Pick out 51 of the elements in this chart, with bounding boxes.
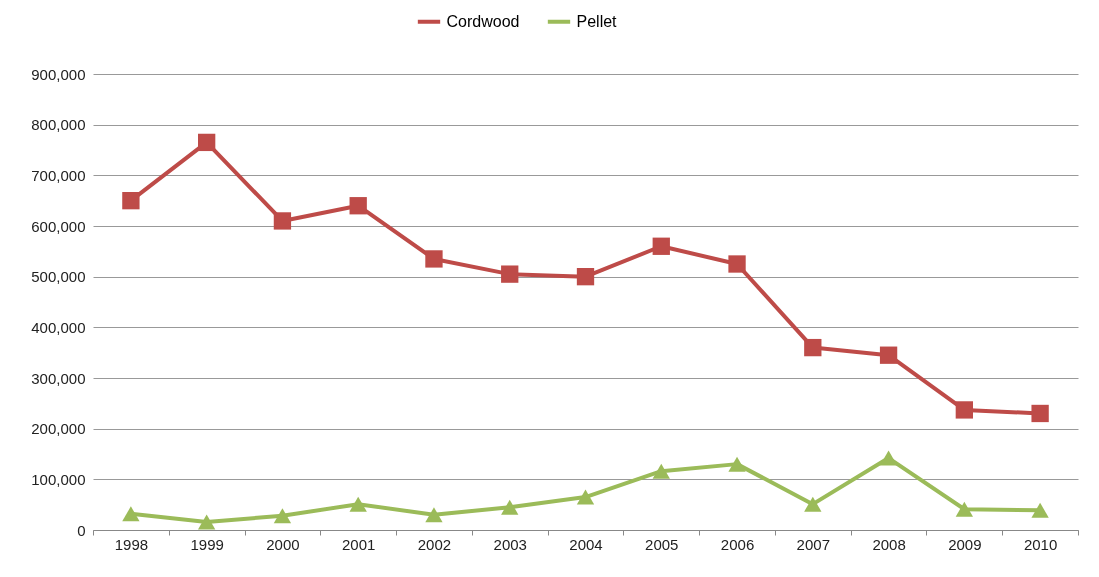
x-tick-label: 2001 xyxy=(342,535,376,553)
point xyxy=(955,501,974,517)
point xyxy=(122,192,140,210)
y-tick-label: 400,000 xyxy=(31,318,86,336)
point xyxy=(425,507,443,523)
y-tick-label: 700,000 xyxy=(31,166,86,184)
x-tick-label: 2006 xyxy=(720,535,755,553)
point xyxy=(955,401,974,419)
x-tick-label: 1999 xyxy=(190,535,224,553)
point xyxy=(1031,502,1049,518)
x-tick-label: 1998 xyxy=(114,535,149,553)
point xyxy=(576,489,595,505)
x-tick-label: 2009 xyxy=(948,535,982,553)
y-tick-label: 0 xyxy=(77,521,86,539)
point xyxy=(349,496,367,512)
point xyxy=(501,499,519,515)
y-tick-label: 600,000 xyxy=(31,217,86,235)
y-tick-label: 200,000 xyxy=(31,420,86,438)
x-tick-label: 2008 xyxy=(872,535,906,553)
point xyxy=(1031,404,1049,423)
point xyxy=(273,212,292,230)
y-tick-label: 800,000 xyxy=(31,116,86,134)
point xyxy=(728,456,746,472)
y-tick-label: 100,000 xyxy=(31,470,86,488)
x-tick-label: 2005 xyxy=(645,535,679,553)
point xyxy=(122,506,140,522)
x-tick-label: 2004 xyxy=(569,535,603,553)
y-tick-label: 900,000 xyxy=(31,65,86,83)
point xyxy=(273,508,292,524)
x-tick-label: 2002 xyxy=(417,535,452,553)
point xyxy=(652,237,670,255)
point xyxy=(804,496,822,512)
legend-label: Pellet xyxy=(576,12,618,30)
point xyxy=(349,197,367,215)
x-tick-label: 2010 xyxy=(1023,535,1058,553)
x-tick-label: 2003 xyxy=(493,535,527,553)
x-tick-label: 2007 xyxy=(796,535,830,553)
point xyxy=(728,255,746,273)
point xyxy=(425,250,443,268)
y-tick-label: 300,000 xyxy=(31,369,86,387)
x-tick-label: 2000 xyxy=(266,535,300,553)
legend-label: Cordwood xyxy=(446,12,520,30)
point xyxy=(804,338,822,357)
point xyxy=(197,514,216,530)
point xyxy=(879,450,898,466)
point xyxy=(197,133,216,152)
point xyxy=(501,265,519,283)
point xyxy=(879,346,898,364)
point xyxy=(652,463,670,479)
point xyxy=(576,268,595,286)
y-tick-label: 500,000 xyxy=(31,268,86,286)
